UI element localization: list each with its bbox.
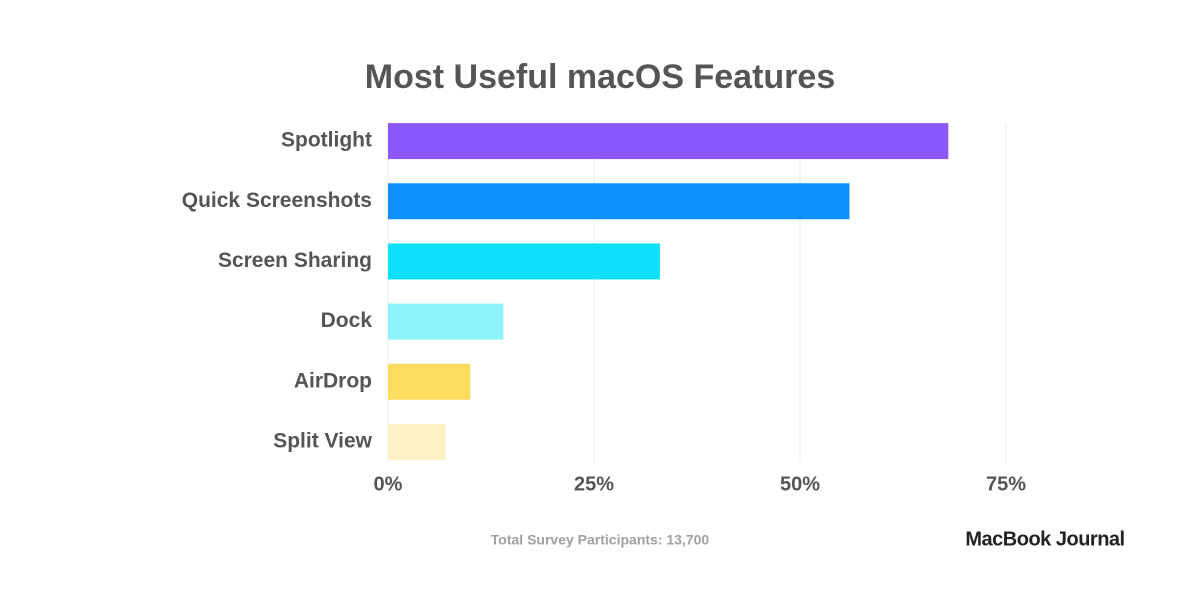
x-tick-label: 25% (574, 473, 614, 495)
x-tick-label: 50% (780, 473, 820, 495)
y-tick-label: AirDrop (294, 369, 372, 392)
bar (388, 123, 949, 160)
y-tick-label: Dock (321, 309, 373, 332)
footnote: Total Survey Participants: 13,700 (491, 532, 710, 548)
brand: MacBook Journal (965, 528, 1124, 550)
y-tick-label: Screen Sharing (218, 249, 372, 272)
y-tick-label: Split View (273, 429, 372, 452)
y-tick-label: Quick Screenshots (182, 189, 372, 212)
bar (388, 303, 504, 340)
bar (388, 243, 660, 280)
bar (388, 363, 471, 400)
x-tick-label: 0% (374, 473, 403, 495)
y-tick-label: Spotlight (281, 129, 372, 152)
x-tick-label: 75% (986, 473, 1026, 495)
bar (388, 183, 850, 220)
chart-title: Most Useful macOS Features (365, 58, 835, 96)
bar (388, 423, 446, 460)
